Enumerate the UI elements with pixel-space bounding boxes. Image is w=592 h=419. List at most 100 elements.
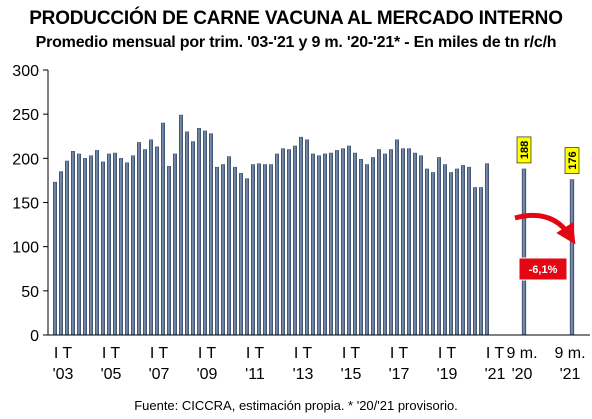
x-tick-label-top: I T — [294, 345, 313, 362]
bar-quarter — [335, 150, 339, 336]
bar-quarter — [377, 149, 381, 336]
x-tick-label-bottom: '21 — [560, 366, 581, 383]
bar-quarter — [179, 114, 183, 336]
bar-quarter — [143, 149, 147, 336]
x-tick-label-top: I T — [102, 345, 121, 362]
bar-nine-months — [521, 168, 527, 336]
bar-quarter — [233, 166, 237, 336]
bar-quarter — [383, 153, 387, 336]
bar-quarter — [341, 148, 345, 336]
x-tick-label-bottom: '03 — [53, 366, 74, 383]
bar-quarter — [173, 153, 177, 336]
bar-quarter — [59, 171, 63, 336]
bar-quarter — [473, 187, 477, 336]
bar-quarter — [155, 146, 159, 336]
x-tick-label-bottom: '15 — [341, 366, 362, 383]
bar-quarter — [161, 122, 165, 336]
bar-quarter — [239, 173, 243, 336]
bar-quarter — [269, 164, 273, 336]
x-tick-label-bottom: '11 — [245, 366, 265, 383]
bar-quarter — [131, 155, 135, 336]
x-tick-label-top: I T — [246, 345, 265, 362]
value-label-box — [516, 136, 532, 164]
y-tick-label: 0 — [30, 328, 39, 345]
x-tick-label-top: 9 m. — [554, 345, 585, 362]
x-tick-label-top: I T — [198, 345, 217, 362]
bar-quarter — [185, 131, 189, 336]
bar-quarter — [53, 181, 57, 336]
bar-quarter — [281, 148, 285, 336]
bar-quarter — [245, 178, 249, 336]
bar-quarter — [461, 165, 465, 336]
change-label-box — [518, 257, 568, 281]
y-tick-label: 200 — [12, 151, 39, 168]
bar-quarter — [479, 187, 483, 336]
y-tick-label: 250 — [12, 107, 39, 124]
source-note: Fuente: CICCRA, estimación propia. * '20… — [134, 398, 458, 413]
change-arrow — [514, 212, 576, 245]
bar-quarter — [401, 148, 405, 336]
bar-quarter — [287, 149, 291, 336]
chart-title: PRODUCCIÓN DE CARNE VACUNA AL MERCADO IN… — [29, 8, 563, 29]
bar-quarter — [257, 163, 261, 336]
bar-quarter — [275, 153, 279, 336]
bar-quarter — [299, 136, 303, 336]
bar-quarter — [353, 152, 357, 336]
bar-quarter — [485, 163, 489, 336]
bar-quarter — [263, 164, 267, 336]
bar-quarter — [437, 157, 441, 336]
bar-quarter — [407, 148, 411, 336]
x-tick-label-top: 9 m. — [506, 345, 537, 362]
bar-quarter — [347, 145, 351, 336]
y-tick-label: 100 — [12, 240, 39, 257]
bar-quarter — [389, 149, 393, 336]
bar-quarter — [329, 152, 333, 336]
bar-quarter — [149, 139, 153, 336]
value-label: 176 — [567, 151, 579, 169]
bar-quarter — [323, 153, 327, 336]
x-tick-label-top: I T — [342, 345, 361, 362]
bar-quarter — [395, 139, 399, 336]
bar-quarter — [227, 156, 231, 336]
bar-quarter — [197, 128, 201, 336]
bar-quarter — [209, 133, 213, 336]
bar-quarter — [137, 142, 141, 336]
bar-quarter — [371, 157, 375, 336]
bar-quarter — [317, 155, 321, 336]
x-tick-label-bottom: '07 — [149, 366, 170, 383]
bar-quarter — [203, 130, 207, 336]
bar-quarter — [125, 162, 129, 336]
x-tick-label-top: I T — [54, 345, 73, 362]
value-label: 188 — [519, 141, 531, 159]
bar-quarter — [425, 168, 429, 336]
x-tick-label-bottom: '19 — [437, 366, 458, 383]
bar-quarter — [89, 155, 93, 336]
x-tick-label-bottom: '05 — [101, 366, 122, 383]
x-tick-label-bottom: '13 — [293, 366, 314, 383]
bar-quarter — [107, 153, 111, 336]
x-tick-label-top: I T — [438, 345, 457, 362]
bar-quarter — [191, 141, 195, 336]
x-tick-label-top: I T — [150, 345, 169, 362]
bar-quarter — [113, 152, 117, 336]
bar-quarter — [251, 164, 255, 336]
bar-quarter — [119, 158, 123, 336]
bar-quarter — [71, 151, 75, 336]
bar-quarter — [455, 168, 459, 336]
x-tick-label-bottom: '20 — [512, 366, 533, 383]
bar-quarter — [221, 164, 225, 336]
bar-quarter — [467, 166, 471, 336]
bar-quarter — [431, 172, 435, 336]
bar-quarter — [359, 158, 363, 336]
bar-nine-months — [569, 179, 575, 336]
bar-quarter — [95, 150, 99, 336]
bar-quarter — [365, 164, 369, 336]
bar-quarter — [293, 145, 297, 336]
x-tick-label-bottom: '09 — [197, 366, 218, 383]
value-label-box — [564, 147, 580, 174]
change-label: -6,1% — [529, 264, 558, 276]
bar-quarter — [449, 172, 453, 336]
bar-quarter — [65, 160, 69, 336]
bar-quarter — [413, 152, 417, 336]
bar-quarter — [83, 158, 87, 336]
